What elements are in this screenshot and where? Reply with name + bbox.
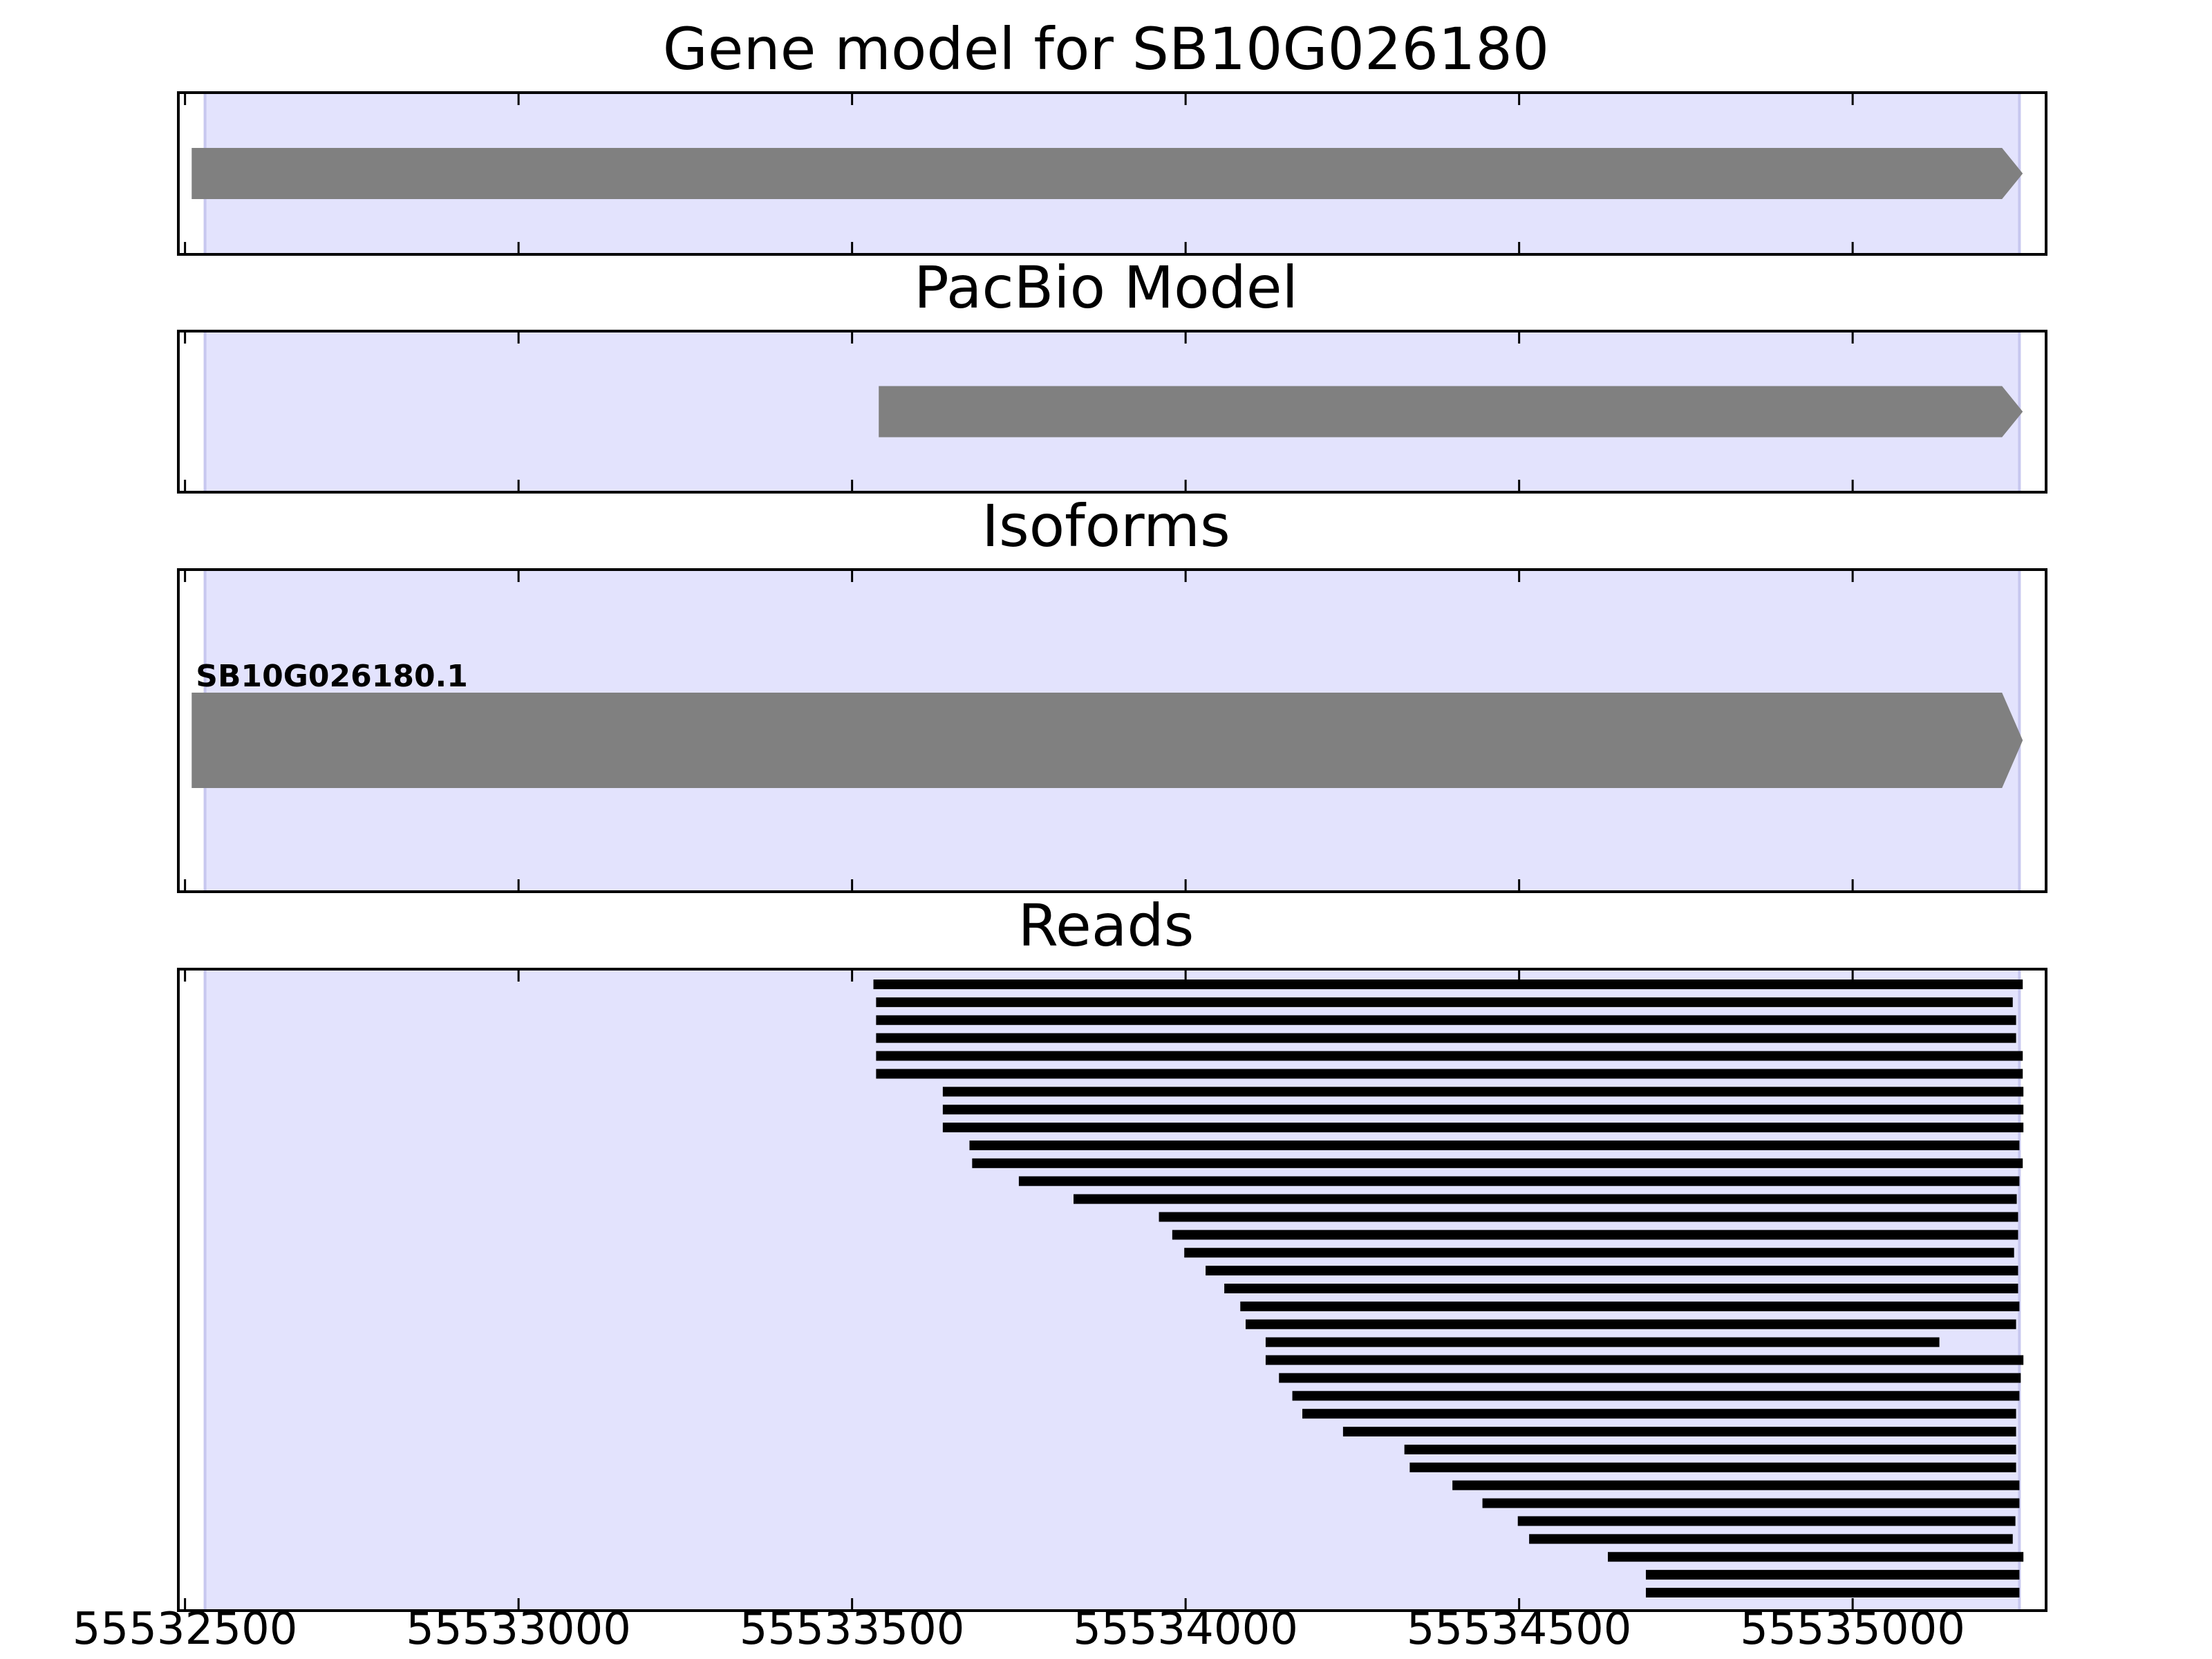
x-axis-tick-labels: 55532500 55533000 55533500 55534000 55534500…: [73, 1604, 1965, 1655]
read-bar: [942, 1105, 2024, 1115]
read-bar: [1159, 1212, 2018, 1222]
panel-title: Isoforms: [982, 492, 1230, 560]
x-tick-label: 55533500: [740, 1604, 965, 1655]
read-bar: [1452, 1480, 2020, 1490]
read-bar: [1074, 1194, 2017, 1204]
x-tick-label: 55532500: [73, 1604, 298, 1655]
read-bar: [876, 1069, 2023, 1079]
read-bar: [1482, 1498, 2020, 1508]
read-bar: [1342, 1427, 2016, 1437]
panel-title: PacBio Model: [914, 254, 1298, 321]
panel-frame: [177, 568, 2047, 893]
read-bar: [1404, 1444, 2016, 1454]
feature-arrow: [879, 386, 2023, 438]
read-bar: [972, 1158, 2023, 1168]
read-bar: [1646, 1570, 2020, 1580]
x-tick-label: 55533000: [406, 1604, 631, 1655]
panel-frame: [177, 968, 2047, 1612]
isoforms-panel: Isoforms SB10G026180.1: [177, 492, 2047, 893]
x-tick-label: 55534000: [1073, 1604, 1298, 1655]
read-bar: [942, 1123, 2024, 1133]
read-bar: [969, 1140, 2020, 1150]
read-bar: [1292, 1391, 2020, 1401]
read-bar: [1172, 1230, 2018, 1240]
read-bar: [1184, 1248, 2014, 1258]
reads-panel: Reads: [177, 892, 2047, 1612]
read-bar: [1646, 1588, 2020, 1597]
read-bar: [1265, 1337, 1940, 1347]
read-bar: [1302, 1409, 2016, 1419]
isoform-label: SB10G026180.1: [196, 659, 468, 694]
gene-model-panel: Gene model for SB10G026180: [177, 15, 2047, 256]
x-tick-label: 55535000: [1740, 1604, 1965, 1655]
panel-frame: [177, 330, 2047, 494]
feature-arrow: [191, 692, 2023, 788]
x-tick-label: 55534500: [1407, 1604, 1632, 1655]
read-bar: [1529, 1534, 2013, 1544]
read-bar: [1246, 1319, 2016, 1329]
read-bar: [876, 997, 2013, 1007]
read-bar: [1409, 1462, 2016, 1472]
panel-title: Gene model for SB10G026180: [663, 15, 1549, 83]
read-bar: [1279, 1373, 2021, 1383]
read-bar: [876, 1051, 2023, 1061]
read-bar: [873, 980, 2023, 989]
read-bar: [1265, 1355, 2024, 1365]
panel-frame: [177, 91, 2047, 256]
read-bar: [942, 1087, 2024, 1097]
read-bar: [876, 1033, 2016, 1043]
read-bar: [1517, 1516, 2016, 1526]
pacbio-model-panel: PacBio Model: [177, 254, 2047, 494]
read-bar: [876, 1015, 2016, 1025]
read-bar: [1018, 1176, 2020, 1186]
read-bar: [1607, 1552, 2024, 1562]
read-bar: [1224, 1284, 2018, 1293]
read-bar: [1240, 1301, 2020, 1311]
panel-title: Reads: [1018, 892, 1194, 959]
read-bar: [1206, 1266, 2018, 1276]
feature-arrow: [191, 148, 2023, 199]
